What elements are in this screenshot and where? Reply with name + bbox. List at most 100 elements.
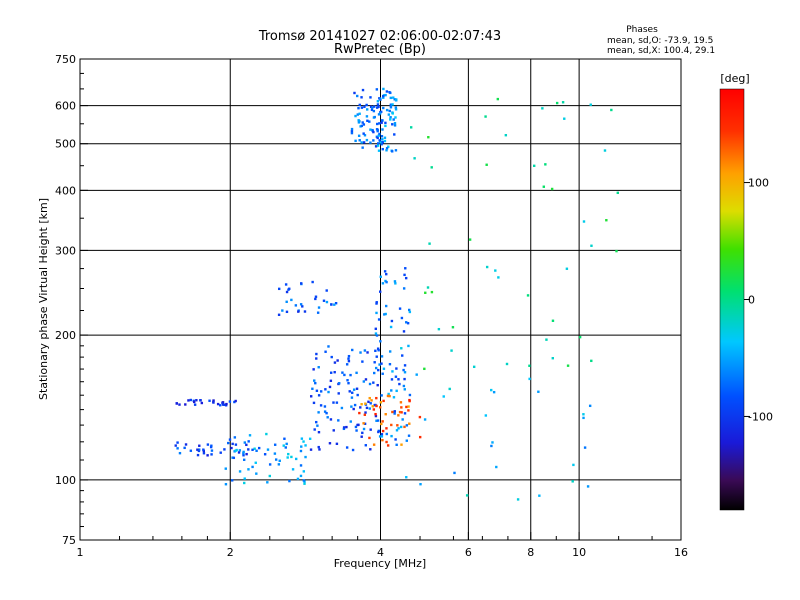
data-point — [361, 146, 364, 149]
data-point — [277, 313, 281, 316]
data-point — [286, 456, 289, 459]
data-point — [235, 448, 238, 452]
data-point — [407, 409, 410, 412]
data-point — [485, 265, 489, 269]
data-point — [405, 424, 409, 427]
data-point — [390, 434, 393, 438]
data-point — [364, 411, 367, 414]
data-point — [378, 122, 381, 125]
data-point — [494, 269, 497, 272]
data-point — [372, 130, 375, 134]
data-point — [309, 448, 313, 451]
data-point — [209, 445, 213, 449]
data-point — [381, 420, 384, 423]
data-point — [450, 349, 453, 352]
data-point — [243, 441, 246, 444]
data-point — [379, 401, 383, 404]
data-point — [360, 124, 364, 128]
data-point — [380, 143, 383, 146]
data-point — [330, 303, 333, 306]
data-point — [353, 91, 356, 95]
data-point — [328, 442, 332, 445]
data-point — [352, 407, 355, 411]
data-point — [423, 418, 427, 421]
data-point — [491, 441, 494, 444]
data-point — [377, 318, 381, 321]
colorbar-tick-label: -100 — [748, 410, 773, 423]
data-point — [402, 330, 406, 333]
data-point — [532, 164, 536, 168]
data-point — [174, 444, 177, 447]
data-point — [369, 402, 372, 405]
data-point — [315, 352, 318, 356]
data-point — [360, 141, 363, 144]
data-point — [347, 382, 350, 385]
data-point — [284, 446, 287, 449]
data-point — [376, 103, 380, 106]
data-point — [495, 465, 498, 469]
data-point — [242, 450, 245, 454]
data-point — [578, 335, 582, 339]
data-point — [302, 479, 305, 482]
data-point — [374, 332, 378, 335]
data-point — [379, 406, 382, 409]
data-point — [364, 402, 367, 405]
data-point — [350, 131, 354, 135]
data-point — [254, 461, 257, 464]
data-point — [291, 468, 295, 471]
data-point — [396, 424, 399, 427]
data-point — [346, 379, 349, 382]
data-point — [212, 399, 215, 402]
data-point — [360, 106, 364, 109]
colorbar — [719, 88, 745, 511]
data-point — [362, 380, 366, 383]
data-point — [375, 88, 379, 91]
data-point — [268, 463, 272, 466]
data-point — [273, 443, 277, 446]
data-point — [408, 398, 411, 402]
data-point — [356, 94, 359, 98]
data-point — [373, 115, 376, 119]
data-point — [551, 319, 555, 322]
data-point — [496, 97, 500, 101]
data-point — [363, 349, 367, 352]
data-point — [372, 408, 376, 411]
x-tick-label: 10 — [572, 546, 586, 559]
data-point — [333, 371, 336, 374]
data-point — [528, 364, 531, 367]
data-point — [541, 107, 544, 110]
data-point — [376, 100, 380, 103]
data-point — [383, 313, 386, 316]
data-point — [382, 106, 385, 110]
data-point — [373, 361, 376, 364]
data-point — [437, 327, 441, 331]
data-point — [277, 287, 281, 291]
data-point — [379, 98, 382, 101]
data-point — [409, 126, 413, 129]
data-point — [342, 426, 346, 429]
data-point — [354, 425, 358, 429]
data-point — [362, 427, 366, 431]
data-point — [390, 378, 394, 381]
data-point — [379, 290, 382, 293]
data-point — [195, 399, 198, 402]
data-point — [187, 399, 190, 402]
data-point — [394, 108, 398, 111]
data-point — [302, 440, 305, 443]
data-point — [225, 402, 228, 406]
data-point — [391, 150, 394, 153]
data-point — [418, 415, 422, 419]
data-point — [400, 411, 403, 414]
data-point — [374, 327, 377, 330]
data-point — [379, 275, 382, 278]
data-point — [234, 399, 237, 403]
y-tick-label: 400 — [55, 184, 76, 197]
chart-subtitle: RwPretec (Bp) — [334, 42, 426, 57]
data-point — [350, 396, 354, 399]
x-tick-label: 1 — [77, 546, 84, 559]
data-point — [603, 149, 607, 152]
data-point — [394, 116, 397, 119]
data-point — [610, 108, 613, 112]
data-point — [378, 139, 381, 142]
